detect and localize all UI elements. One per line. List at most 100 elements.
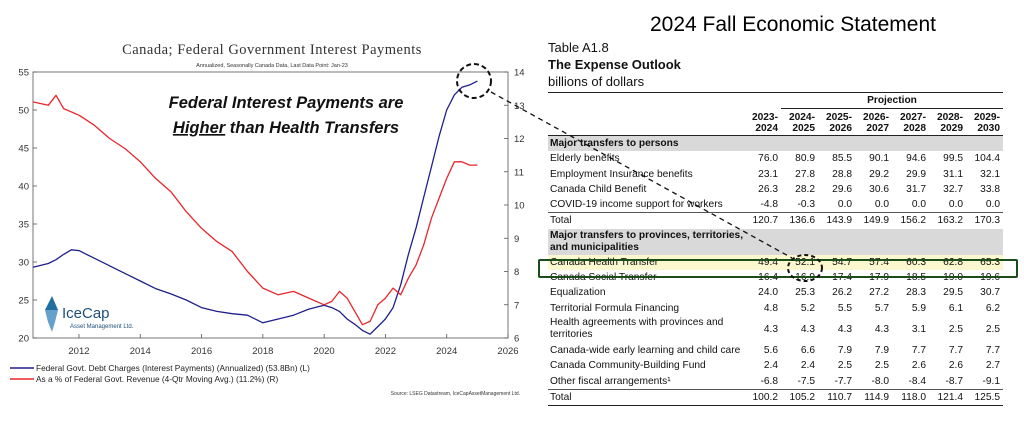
interest-payments-chart: Canada; Federal Government Interest Paym… — [10, 42, 525, 397]
legend-series-2: As a % of Federal Govt. Revenue (4-Qtr M… — [36, 374, 278, 384]
row-value: 65.3 — [966, 254, 1003, 270]
x-tick-label: 2022 — [375, 346, 396, 357]
year-label: 2024 — [755, 123, 778, 135]
year-label: 2025 — [792, 123, 815, 135]
logo-name: IceCap — [62, 305, 110, 322]
row-value: -9.1 — [982, 375, 1000, 387]
row-label: Total — [548, 212, 744, 229]
row-value: 2.5 — [948, 323, 963, 335]
row-value: -8.4 — [908, 375, 926, 387]
row-value: 6.2 — [985, 302, 1000, 314]
row-value: 0.0 — [874, 199, 889, 211]
section-blank — [892, 135, 929, 152]
header-blank — [744, 92, 781, 109]
section-blank — [781, 228, 818, 255]
section-blank — [818, 135, 855, 152]
left-tick-label: 55 — [18, 68, 29, 79]
x-tick-label: 2014 — [130, 346, 151, 357]
row-value: 17.9 — [869, 272, 889, 284]
x-tick-label: 2020 — [314, 346, 335, 357]
row-value: 28.8 — [832, 168, 852, 180]
section-blank — [966, 228, 1003, 255]
row-value: 7.7 — [948, 344, 963, 356]
section-blank — [744, 135, 781, 152]
section-blank — [818, 228, 855, 255]
row-value: 121.4 — [929, 388, 966, 406]
table-row: Elderly benefits 76.0 80.9 85.5 90.1 94.6 99.5… — [548, 151, 1003, 166]
row-value: 52.1 — [781, 254, 818, 270]
row-value: 60.3 — [892, 254, 929, 270]
x-tick-label: 2026 — [497, 346, 518, 357]
row-value: 6.6 — [800, 344, 815, 356]
row-value: -0.3 — [797, 199, 815, 211]
row-value: 143.9 — [818, 212, 855, 229]
table-row: Employment Insurance benefits 23.1 27.8 28.… — [548, 166, 1003, 181]
row-value: 0.0 — [911, 199, 926, 211]
row-value: 5.9 — [911, 302, 926, 314]
row-value: 6.1 — [948, 302, 963, 314]
left-tick-label: 45 — [18, 144, 29, 155]
table-row: Territorial Formula Financing 4.8 5.2 5.5 5.… — [548, 300, 1003, 315]
right-tick-label: 14 — [514, 68, 525, 79]
row-label: Canada-wide early learning and child car… — [550, 344, 741, 356]
row-value: 136.6 — [781, 212, 818, 229]
table-row: Canada Child Benefit 26.3 28.2 29.6 30.6 31.7… — [548, 182, 1003, 197]
row-value: 16.4 — [758, 272, 778, 284]
row-value: 29.9 — [906, 168, 926, 180]
right-tick-label: 7 — [514, 300, 519, 311]
right-tick-label: 11 — [514, 167, 524, 178]
row-value: 2.6 — [948, 360, 963, 372]
row-value: -4.8 — [760, 199, 778, 211]
year-header: 2028- 2029 — [929, 108, 966, 136]
row-value: 30.6 — [869, 183, 889, 195]
row-label: Canada Child Benefit — [550, 183, 647, 195]
row-value: 31.1 — [943, 168, 963, 180]
table-row: Canada Social Transfer 16.4 16.9 17.4 17.9 18… — [548, 270, 1003, 285]
row-value: 170.3 — [966, 212, 1003, 229]
row-value: 0.0 — [837, 199, 852, 211]
row-label: Canada Health Transfer — [548, 254, 744, 270]
row-value: -8.7 — [945, 375, 963, 387]
row-value: 104.4 — [974, 153, 1001, 165]
row-value: 114.9 — [855, 388, 892, 406]
row-value: 85.5 — [832, 153, 852, 165]
row-value: 4.8 — [763, 302, 778, 314]
year-header: 2029- 2030 — [966, 108, 1003, 136]
row-value: 5.2 — [800, 302, 815, 314]
left-tick-label: 30 — [18, 258, 29, 269]
section-blank — [892, 228, 929, 255]
row-label: Canada Community-Building Fund — [550, 360, 706, 372]
year-label: 2028 — [903, 123, 926, 135]
row-value: 125.5 — [966, 388, 1003, 406]
row-value: 49.4 — [744, 254, 781, 270]
row-value: 2.4 — [800, 360, 815, 372]
left-tick-label: 20 — [18, 334, 29, 345]
row-value: 2.4 — [763, 360, 778, 372]
year-header: 2026- 2027 — [855, 108, 892, 136]
row-value: 76.0 — [758, 153, 778, 165]
row-value: 33.8 — [980, 183, 1000, 195]
series-line-revenue-share — [32, 94, 478, 326]
total-row: Total 120.7 136.6 143.9 149.9 156.2 163.2 170.3 — [548, 212, 1003, 229]
left-tick-label: 50 — [18, 106, 29, 117]
row-value: -7.7 — [834, 375, 852, 387]
row-value: 156.2 — [892, 212, 929, 229]
icecap-logo: IceCap Asset Management Ltd. — [45, 296, 134, 332]
row-value: 90.1 — [869, 153, 889, 165]
right-axis: 6 7 8 9 10 11 12 13 14 — [504, 68, 525, 345]
row-value: 0.0 — [985, 199, 1000, 211]
expense-table: Projection 2023- 2024 2024- 2025 2025- 2026 202… — [548, 92, 1003, 406]
section-header-persons: Major transfers to persons — [548, 135, 744, 152]
row-value: 17.4 — [832, 272, 852, 284]
year-label: 2026- — [862, 111, 889, 123]
right-tick-label: 9 — [514, 234, 519, 245]
row-value: 2.5 — [874, 360, 889, 372]
row-value: 163.2 — [929, 212, 966, 229]
annotation-line-1: Federal Interest Payments are — [169, 94, 404, 112]
row-value: 0.0 — [948, 199, 963, 211]
row-label: Other fiscal arrangements¹ — [550, 375, 671, 387]
row-value: 7.7 — [985, 344, 1000, 356]
row-label: Territorial Formula Financing — [550, 302, 680, 314]
year-label: 2029- — [973, 111, 1000, 123]
row-value: 7.9 — [874, 344, 889, 356]
